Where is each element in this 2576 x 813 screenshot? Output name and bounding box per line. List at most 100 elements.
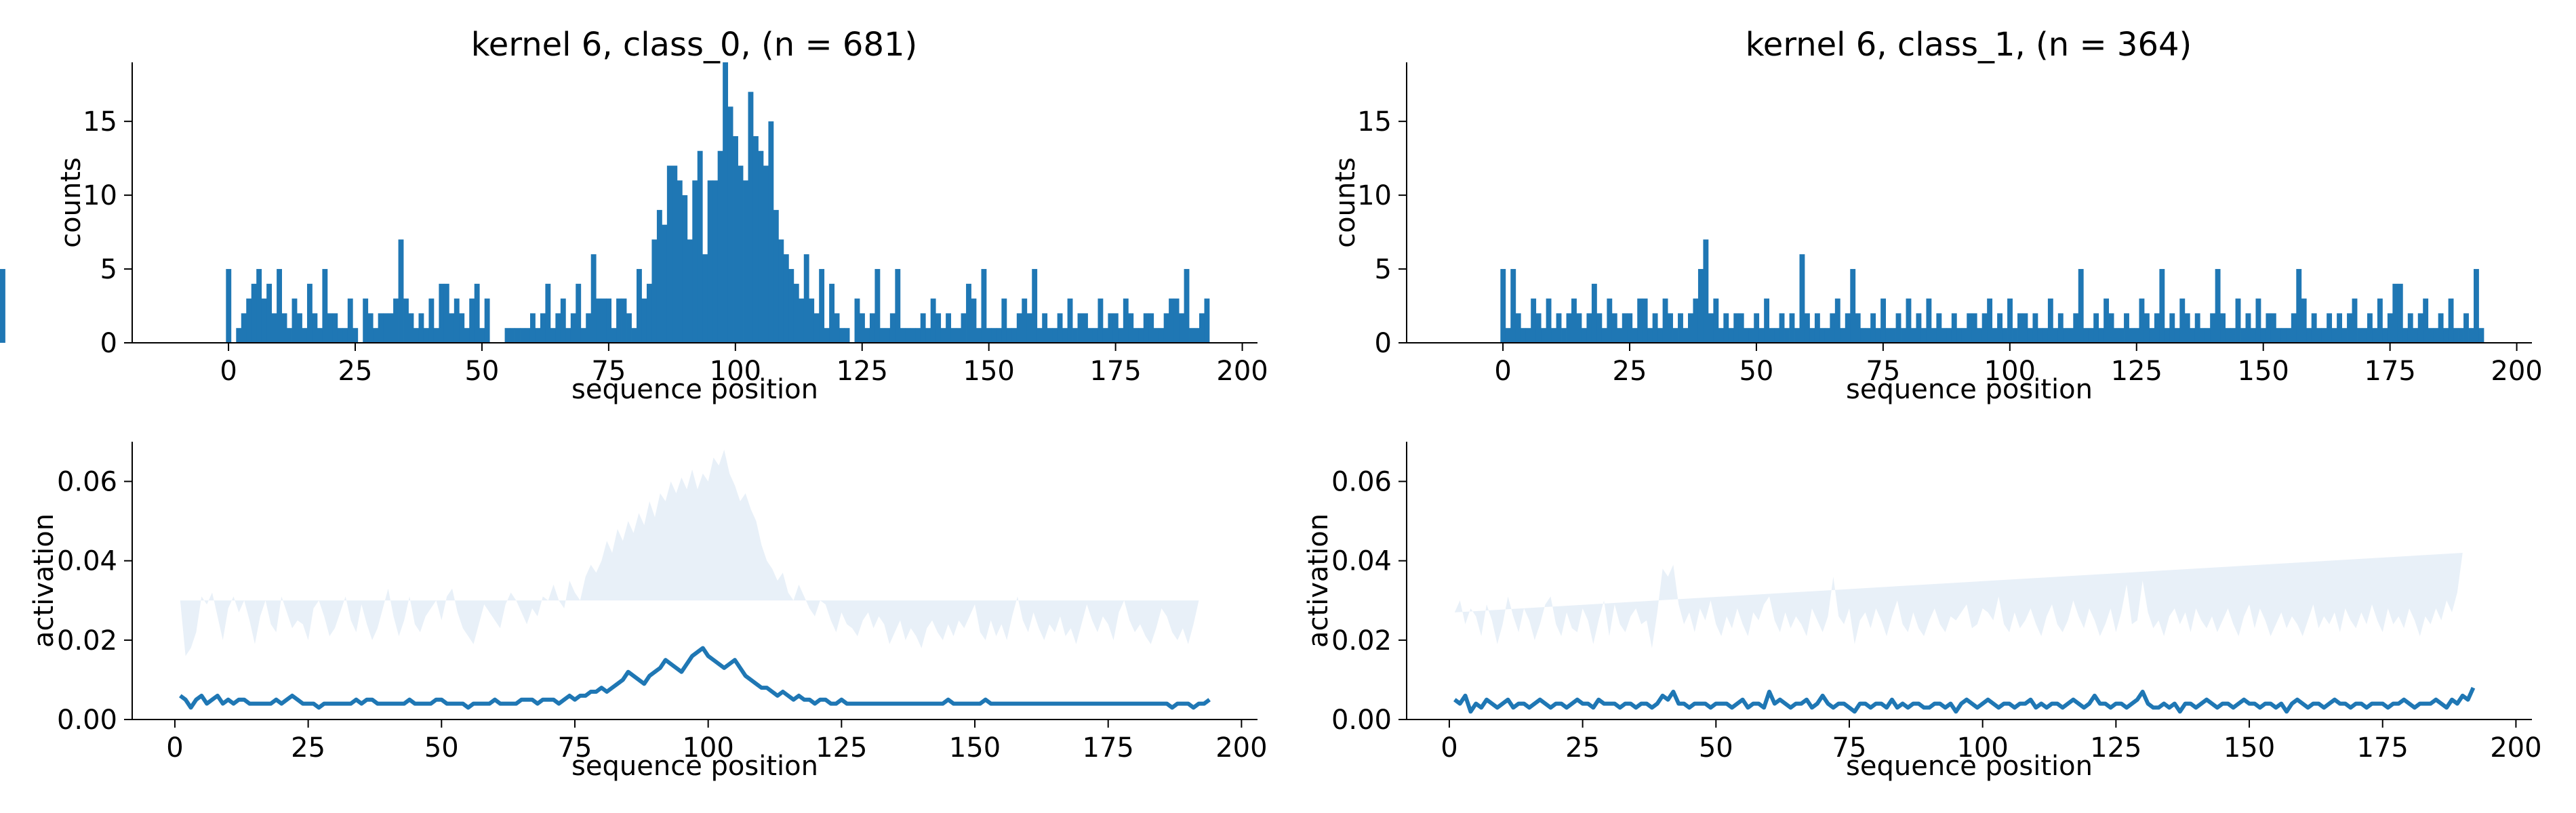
bar (1713, 298, 1719, 343)
bar (1880, 298, 1887, 343)
bar (712, 180, 719, 343)
bar (1092, 328, 1098, 343)
bar (1072, 328, 1078, 343)
activation-mean-line (179, 646, 1211, 710)
bar (2423, 298, 2429, 343)
bar (1987, 298, 1993, 343)
bar (1754, 313, 1760, 343)
bar (672, 165, 678, 343)
bar (1744, 328, 1750, 343)
bar (1774, 328, 1779, 343)
bar (1576, 313, 1582, 343)
bar (1799, 254, 1805, 343)
bar (474, 283, 480, 343)
bar (520, 328, 525, 343)
bar (1194, 328, 1200, 343)
bar (383, 313, 389, 343)
bar (1697, 269, 1704, 343)
bar (2407, 313, 2413, 343)
bar (1128, 313, 1134, 343)
bar (2417, 313, 2423, 343)
bar (1163, 313, 1169, 343)
bar (291, 298, 298, 343)
activation-band (180, 449, 1199, 656)
bar (1794, 328, 1800, 343)
bar (702, 254, 708, 343)
bar (535, 328, 541, 343)
x-tick-label: 50 (464, 356, 499, 387)
bar (707, 180, 713, 343)
bar (2347, 313, 2352, 343)
bar (1611, 313, 1617, 343)
bar (1992, 328, 1998, 343)
bar (1688, 313, 1693, 343)
y-tick-label: 0 (1375, 328, 1392, 359)
bar (930, 298, 936, 343)
bar (1022, 298, 1028, 343)
bar (1123, 298, 1129, 343)
bar (1001, 298, 1007, 343)
bar (768, 121, 774, 343)
bar (586, 313, 592, 343)
bar (1845, 313, 1851, 343)
bar (723, 62, 729, 343)
bar (727, 106, 733, 343)
bar (1581, 328, 1587, 343)
bar (1622, 313, 1628, 343)
bar (306, 283, 313, 343)
bar (408, 313, 414, 343)
bar (1047, 328, 1053, 343)
x-tick-label: 175 (2357, 732, 2409, 764)
y-axis-label: counts (1330, 157, 1361, 248)
bar (1617, 328, 1623, 343)
x-tick-label: 100 (1956, 732, 2008, 764)
bar (2266, 313, 2272, 343)
bar (829, 283, 835, 343)
bar (1026, 313, 1032, 343)
bar (459, 313, 465, 343)
y-ticks: 0 5 10 15 (1357, 106, 1407, 359)
bar (0, 269, 5, 343)
bar (1678, 313, 1683, 343)
x-tick-label: 0 (166, 732, 183, 764)
y-tick-label: 0.02 (57, 625, 117, 656)
bar (839, 328, 845, 343)
x-tick-label: 125 (2090, 732, 2141, 764)
bar (1062, 328, 1068, 343)
bar (1627, 313, 1633, 343)
bar (1977, 328, 1983, 343)
chart-title: kernel 6, class_1, (n = 364) (1746, 26, 2192, 64)
bar (2337, 313, 2342, 343)
bar (1728, 328, 1734, 343)
bar (2174, 328, 2180, 343)
bar (484, 298, 490, 343)
x-tick-label: 150 (963, 356, 1015, 387)
bar (1586, 313, 1592, 343)
bar (2235, 298, 2241, 343)
bar (637, 269, 642, 343)
bar (545, 283, 551, 343)
bar (799, 298, 805, 343)
y-tick-label: 10 (83, 180, 117, 211)
bar (1789, 313, 1795, 343)
bar (717, 150, 723, 343)
bar (1566, 313, 1572, 343)
bar (2225, 328, 2231, 343)
bar (2301, 298, 2307, 343)
bar (2129, 328, 2135, 343)
y-tick-label: 0.00 (1331, 705, 1392, 736)
bar (1662, 298, 1668, 343)
bar (631, 328, 637, 343)
bar (388, 313, 394, 343)
bar (910, 328, 916, 343)
bar (824, 328, 830, 343)
bar (874, 269, 881, 343)
bar (1057, 313, 1063, 343)
bar (2372, 328, 2378, 343)
bar (2164, 328, 2170, 343)
bar (1153, 328, 1159, 343)
bar (414, 328, 419, 343)
bar (1189, 328, 1194, 343)
bar (378, 313, 384, 343)
bar (332, 313, 338, 343)
